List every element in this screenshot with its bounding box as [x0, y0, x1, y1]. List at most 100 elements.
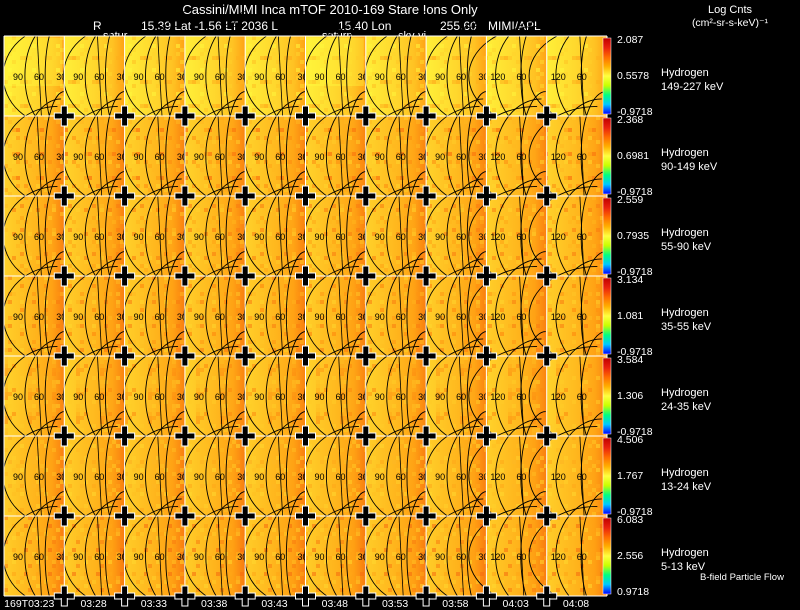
contour-label: 60: [275, 152, 285, 162]
contour-label: 60: [94, 232, 104, 242]
contour-label: 90: [375, 152, 385, 162]
panel-noise: [305, 36, 366, 116]
panel-noise: [486, 36, 547, 116]
pitch-contour: [157, 275, 163, 357]
contour-label: 90: [194, 232, 204, 242]
contour-label: 60: [275, 232, 285, 242]
ephemeris-lon: 15.40 Lon: [338, 19, 392, 33]
panel-noise: [365, 116, 427, 196]
pitch-contour: [157, 515, 163, 597]
contour-label: 90: [194, 552, 204, 562]
spacecraft-marker: [415, 585, 437, 607]
pitch-contour: [225, 491, 246, 609]
spacecraft-marker: [234, 585, 256, 607]
contour-label: 90: [375, 72, 385, 82]
pitch-contour: [579, 435, 585, 517]
colorbar-min-label: -0.9718: [617, 186, 653, 198]
spacecraft-marker: [415, 265, 437, 287]
contour-label: 90: [254, 392, 264, 402]
contour-label: 60: [336, 392, 346, 402]
contour-label: 60: [516, 392, 526, 402]
colorbar-min-label: 0.9718: [617, 586, 650, 598]
spacecraft-marker: [174, 345, 196, 367]
spacecraft-marker: [174, 185, 196, 207]
band-species: Hydrogen: [661, 147, 709, 159]
contour-label: 90: [13, 472, 23, 482]
panel-noise: [64, 116, 125, 196]
image-panel: 90 60 30: [243, 411, 308, 541]
contour-label: 60: [516, 472, 526, 482]
image-panel: 90 60 30: [304, 331, 368, 461]
panel-noise: [426, 116, 487, 196]
image-panel: 90 60 30: [2, 91, 66, 221]
flow-legend-note: B-field Particle Flow: [700, 572, 784, 583]
pitch-contour: [36, 275, 42, 357]
contour-label: 30: [418, 312, 428, 322]
spacecraft-marker: [295, 505, 316, 527]
spacecraft-marker: [536, 425, 558, 447]
panel-noise: [426, 36, 487, 116]
colorbar: [602, 277, 612, 355]
contour-label: 60: [155, 392, 165, 402]
panel-noise: [124, 436, 185, 516]
spacecraft-marker: [234, 505, 256, 527]
panel-noise: [124, 276, 185, 356]
contour-label: 90: [375, 232, 385, 242]
panel-noise: [4, 436, 65, 516]
image-panel: 90 60 30: [304, 91, 368, 221]
band-label: Hydrogen 90-149 keV: [661, 146, 717, 174]
pitch-contour: [217, 355, 223, 437]
time-label: 04:08: [562, 598, 590, 610]
pitch-contour: [277, 275, 283, 357]
spacecraft-marker: [475, 265, 497, 287]
plot-title: Cassini/MIMI Inca mTOF 2010-169 Stare Io…: [182, 2, 478, 17]
panel-noise: [64, 436, 125, 516]
panel-noise: [4, 196, 65, 276]
contour-label: 30: [298, 392, 308, 402]
panel-noise: [4, 276, 65, 356]
pitch-contour: [205, 498, 242, 609]
pitch-contour: [398, 35, 404, 117]
panel-noise: [124, 116, 185, 196]
contour-label: 30: [117, 152, 127, 162]
panel-noise: [184, 436, 246, 516]
contour-label: 60: [516, 312, 526, 322]
image-panel: 120 60: [468, 251, 547, 381]
pitch-contour: [519, 435, 525, 517]
pitch-contour: [519, 515, 525, 597]
pitch-contour: [36, 435, 42, 517]
pitch-contour: [468, 505, 538, 607]
band-species: Hydrogen: [661, 547, 709, 559]
colorbar-min-label: -0.9718: [617, 266, 653, 278]
spacecraft-marker: [355, 425, 377, 447]
band-species: Hydrogen: [661, 467, 709, 479]
contour-label: 90: [134, 72, 144, 82]
contour-label: 90: [73, 312, 83, 322]
ephemeris-r-label: R: [93, 19, 102, 33]
spacecraft-marker: [536, 105, 558, 127]
pitch-contour: [386, 498, 423, 609]
contour-label: 60: [215, 472, 225, 482]
image-panel: 120 60: [528, 171, 607, 301]
pitch-contour: [338, 35, 344, 117]
image-panel: 90 60 30: [243, 171, 308, 301]
contour-label: 30: [117, 72, 127, 82]
image-panel: 120 60: [468, 491, 547, 609]
band-row: 90 60 30 90 60 30 90 60 30 90 60 30 90 60 30 90 60 30 90 60…: [2, 411, 607, 541]
contour-label: 30: [237, 552, 247, 562]
contour-label: 30: [418, 152, 428, 162]
contour-label: 90: [435, 72, 445, 82]
contour-label: 60: [456, 312, 466, 322]
band-species: Hydrogen: [661, 227, 709, 239]
pitch-contour: [519, 355, 525, 437]
panel-noise: [64, 356, 125, 436]
image-panel: 120 60: [468, 91, 547, 221]
contour-label: 30: [418, 552, 428, 562]
panel-noise: [546, 36, 607, 116]
panel-noise: [305, 436, 366, 516]
pitch-contour: [520, 491, 546, 609]
pitch-contour: [97, 35, 103, 117]
image-panel: 90 60 30: [364, 171, 428, 301]
pitch-contour: [97, 195, 103, 277]
contour-label: 120: [490, 392, 505, 402]
